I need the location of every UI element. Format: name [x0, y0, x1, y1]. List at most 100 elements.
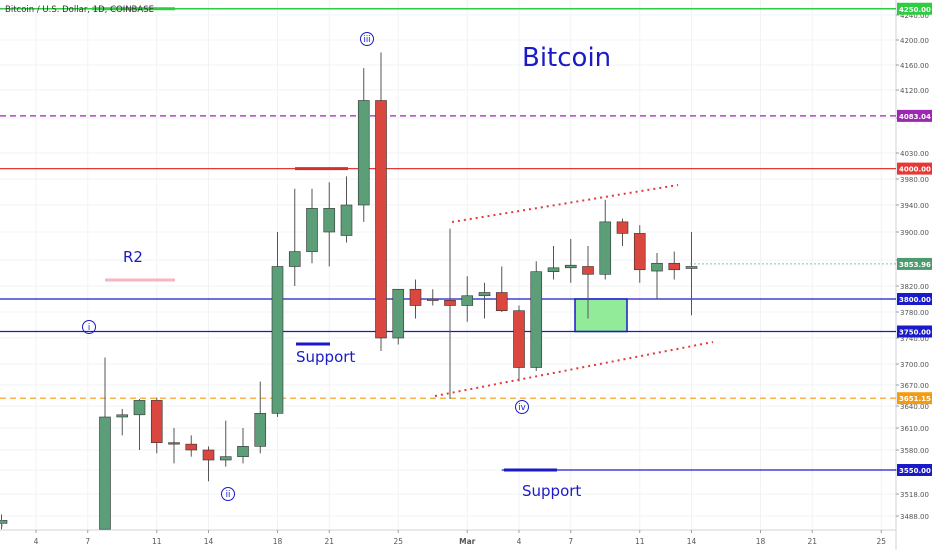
- candle-body[interactable]: [168, 442, 180, 445]
- channel-upper-line: [451, 184, 679, 223]
- price-tag-4083-04-bg: [897, 109, 932, 122]
- candle-body[interactable]: [461, 295, 474, 306]
- price-tag-3651-15: 3651.15: [899, 395, 931, 403]
- x-tick-label: 7: [85, 537, 90, 546]
- candle-body[interactable]: [426, 298, 439, 301]
- y-tick-label: 4240.00: [900, 12, 929, 20]
- wave-label-ii-circle: [221, 487, 235, 501]
- y-tick-label: 3488.00: [900, 513, 929, 521]
- channel-lower-line: [434, 341, 714, 397]
- y-tick-label: 3640.00: [900, 403, 929, 411]
- buy-zone-box[interactable]: [574, 298, 628, 333]
- price-tag-4250: 4250.00: [899, 6, 931, 14]
- price-tag-3651-15-bg: [897, 392, 932, 405]
- y-tick-label: 4200.00: [900, 37, 929, 45]
- candle-body[interactable]: [582, 266, 594, 275]
- y-tick-label: 3940.00: [900, 202, 929, 210]
- candle-body[interactable]: [99, 416, 111, 530]
- x-tick-label: Mar: [459, 537, 476, 546]
- x-tick-label: 4: [517, 537, 522, 546]
- candle-body[interactable]: [323, 208, 336, 233]
- wave-label-iii-circle: [360, 32, 374, 46]
- y-tick-label: 3700.00: [900, 361, 929, 369]
- support-label-2: Support: [522, 482, 581, 500]
- candle-body[interactable]: [633, 233, 646, 271]
- candle-body[interactable]: [651, 262, 663, 272]
- y-tick-label: 3518.00: [900, 491, 929, 499]
- candle-body[interactable]: [495, 292, 508, 312]
- x-tick-label: 14: [687, 537, 697, 546]
- y-tick-label: 3900.00: [900, 229, 929, 237]
- r2-label: R2: [123, 248, 143, 266]
- price-tag-3750-bg: [897, 325, 932, 338]
- y-tick-label: 3820.00: [900, 283, 929, 291]
- y-tick-label: 3580.00: [900, 447, 929, 455]
- x-tick-label: 21: [324, 537, 334, 546]
- candle-body[interactable]: [202, 449, 215, 461]
- candle-body[interactable]: [564, 264, 577, 269]
- candle-body[interactable]: [375, 100, 387, 339]
- x-tick-label: 11: [152, 537, 162, 546]
- wave-label-iv-circle: [515, 400, 529, 414]
- candle-body[interactable]: [254, 413, 267, 447]
- y-tick-label: 3610.00: [900, 425, 929, 433]
- wave-label-i: i: [88, 323, 90, 333]
- price-tag-4250-bg: [897, 2, 932, 15]
- chart-title: Bitcoin: [522, 43, 611, 73]
- x-tick-label: 25: [876, 537, 886, 546]
- candle-body[interactable]: [133, 400, 146, 416]
- candle-body[interactable]: [530, 271, 543, 368]
- candle-body[interactable]: [478, 292, 491, 297]
- candle-body[interactable]: [547, 267, 560, 272]
- wave-label-iii: iii: [363, 35, 370, 45]
- symbol-header: Bitcoin / U.S. Dollar, 1D, COINBASE: [5, 5, 154, 15]
- candle-body[interactable]: [306, 208, 318, 252]
- current-price-tag-bg: [897, 257, 932, 270]
- candle-body[interactable]: [219, 456, 232, 461]
- y-tick-label: 3670.00: [900, 382, 929, 390]
- wave-label-iv: iv: [518, 403, 525, 413]
- price-tag-3800: 3800.00: [899, 296, 931, 304]
- candle-body[interactable]: [409, 288, 422, 306]
- candle-body[interactable]: [237, 446, 249, 457]
- x-tick-label: 21: [807, 537, 817, 546]
- price-tag-4000-bg: [897, 162, 932, 175]
- candle-body[interactable]: [271, 266, 284, 414]
- candle-body[interactable]: [392, 288, 405, 339]
- wave-label-i-circle: [82, 320, 96, 334]
- current-price-tag: 3853.96: [899, 261, 931, 269]
- price-tag-3550-bg: [897, 464, 932, 476]
- y-tick-label: 4120.00: [900, 87, 929, 95]
- candle-body[interactable]: [668, 262, 681, 271]
- candle-body[interactable]: [340, 204, 353, 236]
- x-tick-label: 4: [34, 537, 39, 546]
- support-label-1: Support: [296, 348, 355, 366]
- candle-body[interactable]: [599, 221, 612, 275]
- y-tick-label: 3980.00: [900, 176, 929, 184]
- candle-body[interactable]: [116, 414, 129, 418]
- candle-body[interactable]: [0, 520, 8, 524]
- candle-body[interactable]: [150, 400, 163, 443]
- y-tick-label: 4160.00: [900, 62, 929, 70]
- price-tag-3550: 3550.00: [899, 467, 931, 475]
- x-tick-label: 14: [204, 537, 214, 546]
- wave-label-ii: ii: [226, 490, 231, 500]
- y-tick-label: 3780.00: [900, 309, 929, 317]
- candle-body[interactable]: [685, 266, 698, 269]
- price-tag-4000: 4000.00: [899, 166, 931, 174]
- x-tick-label: 11: [635, 537, 645, 546]
- x-tick-label: 18: [756, 537, 766, 546]
- price-tag-4083-04: 4083.04: [899, 113, 931, 121]
- candle-body[interactable]: [288, 251, 301, 267]
- candle-body[interactable]: [513, 310, 525, 368]
- candle-body[interactable]: [616, 221, 629, 234]
- x-tick-label: 7: [568, 537, 573, 546]
- price-tag-3800-bg: [897, 293, 932, 305]
- x-tick-label: 25: [393, 537, 403, 546]
- candle-body[interactable]: [444, 299, 456, 306]
- candle-body[interactable]: [185, 443, 198, 451]
- candle-body[interactable]: [357, 100, 370, 206]
